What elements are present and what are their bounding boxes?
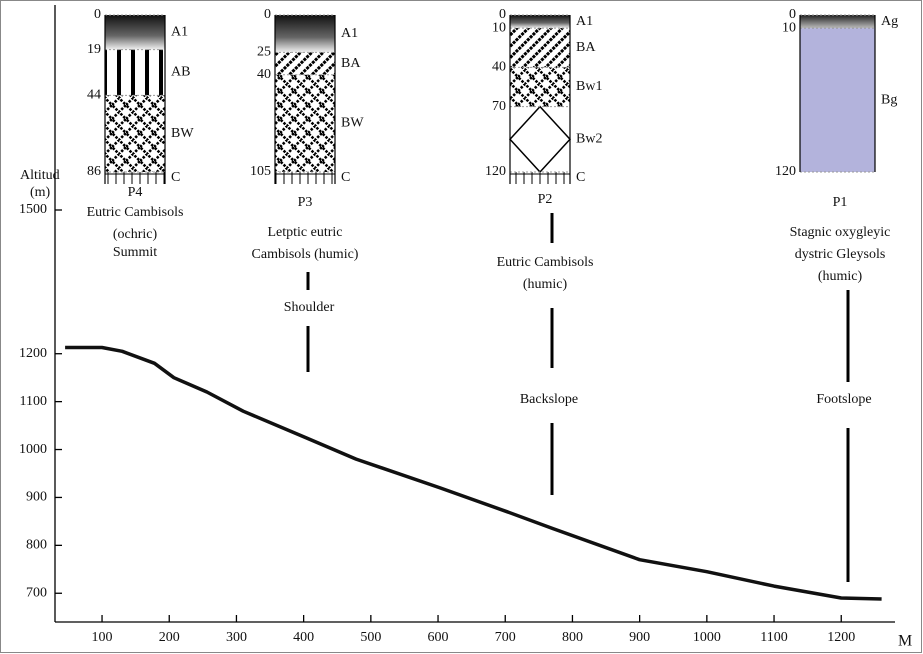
soil-class: dystric Gleysols bbox=[795, 247, 886, 262]
horizon-label: BW bbox=[171, 126, 194, 141]
horizon-label: BA bbox=[576, 40, 596, 55]
horizon bbox=[275, 172, 335, 184]
depth-label: 40 bbox=[257, 67, 271, 82]
depth-label: 40 bbox=[492, 60, 506, 75]
y-tick-label: 800 bbox=[26, 538, 47, 553]
slope-position: Backslope bbox=[520, 392, 578, 407]
horizon bbox=[105, 95, 165, 172]
x-tick-label: 900 bbox=[629, 630, 650, 645]
x-axis-label: M bbox=[898, 633, 912, 650]
horizon bbox=[510, 107, 570, 172]
horizon-label: AB bbox=[171, 65, 190, 80]
depth-label: 70 bbox=[492, 99, 506, 114]
horizon bbox=[800, 15, 875, 28]
chart: Altitud (m) M 70080090010001100120015001… bbox=[0, 0, 923, 654]
x-tick-label: 400 bbox=[293, 630, 314, 645]
depth-label: 10 bbox=[782, 20, 796, 35]
depth-label: 44 bbox=[87, 88, 101, 103]
horizon-label: A1 bbox=[341, 26, 358, 41]
horizon bbox=[105, 50, 165, 96]
soil-class: (humic) bbox=[523, 277, 568, 292]
y-tick-label: 1000 bbox=[19, 442, 47, 457]
profile-name: P2 bbox=[538, 192, 553, 207]
horizon bbox=[275, 52, 335, 74]
horizon-label: BA bbox=[341, 56, 361, 71]
depth-label: 86 bbox=[87, 164, 101, 179]
y-tick-label: 900 bbox=[26, 490, 47, 505]
y-tick-label: 1500 bbox=[19, 202, 47, 217]
soil-class: Eutric Cambisols bbox=[497, 255, 594, 270]
slope-position: Shoulder bbox=[284, 300, 335, 315]
x-tick-label: 500 bbox=[360, 630, 381, 645]
depth-label: 105 bbox=[250, 164, 271, 179]
y-axis-label: Altitud bbox=[20, 168, 60, 183]
horizon bbox=[510, 15, 570, 28]
depth-label: 0 bbox=[264, 7, 271, 22]
profile-line bbox=[65, 348, 882, 600]
depth-label: 19 bbox=[87, 42, 101, 57]
soil-class: Stagnic oxygleyic bbox=[790, 225, 891, 240]
slope-position: Summit bbox=[113, 245, 157, 260]
x-tick-label: 800 bbox=[562, 630, 583, 645]
soil-class: (ochric) bbox=[113, 227, 158, 242]
soil-class: Cambisols (humic) bbox=[252, 247, 359, 262]
soil-class: (humic) bbox=[818, 269, 863, 284]
horizon bbox=[510, 28, 570, 67]
y-axis-label: (m) bbox=[30, 185, 51, 200]
depth-label: 120 bbox=[485, 164, 506, 179]
x-tick-label: 1000 bbox=[693, 630, 721, 645]
horizon bbox=[275, 15, 335, 52]
slope-position: Footslope bbox=[816, 392, 871, 407]
x-tick-label: 1200 bbox=[827, 630, 855, 645]
horizon-label: C bbox=[341, 170, 350, 185]
horizon-label: C bbox=[171, 170, 180, 185]
horizon-label: C bbox=[576, 170, 585, 185]
x-tick-label: 700 bbox=[495, 630, 516, 645]
y-tick-label: 1200 bbox=[19, 346, 47, 361]
horizon bbox=[105, 172, 165, 184]
profile-name: P4 bbox=[128, 185, 143, 200]
x-tick-label: 200 bbox=[159, 630, 180, 645]
x-tick-label: 600 bbox=[428, 630, 449, 645]
y-tick-label: 1100 bbox=[20, 394, 47, 409]
x-tick-label: 1100 bbox=[760, 630, 787, 645]
soil-class: Letptic eutric bbox=[267, 225, 342, 240]
depth-label: 0 bbox=[94, 7, 101, 22]
horizon-label: BW bbox=[341, 116, 364, 131]
horizon bbox=[275, 75, 335, 172]
horizon bbox=[510, 172, 570, 184]
soil-class: Eutric Cambisols bbox=[87, 205, 184, 220]
horizon bbox=[510, 67, 570, 106]
depth-label: 25 bbox=[257, 45, 271, 60]
depth-label: 10 bbox=[492, 20, 506, 35]
horizon-label: Bg bbox=[881, 92, 897, 107]
horizon-label: Bw2 bbox=[576, 132, 602, 147]
depth-label: 120 bbox=[775, 164, 796, 179]
horizon-label: A1 bbox=[576, 14, 593, 29]
x-tick-label: 100 bbox=[92, 630, 113, 645]
profile-name: P3 bbox=[298, 195, 313, 210]
horizon-label: A1 bbox=[171, 25, 188, 40]
horizon bbox=[105, 15, 165, 50]
horizon bbox=[800, 28, 875, 172]
profile-name: P1 bbox=[833, 195, 848, 210]
x-tick-label: 300 bbox=[226, 630, 247, 645]
horizon-label: Bw1 bbox=[576, 79, 602, 94]
y-tick-label: 700 bbox=[26, 585, 47, 600]
horizon-label: Ag bbox=[881, 14, 898, 29]
